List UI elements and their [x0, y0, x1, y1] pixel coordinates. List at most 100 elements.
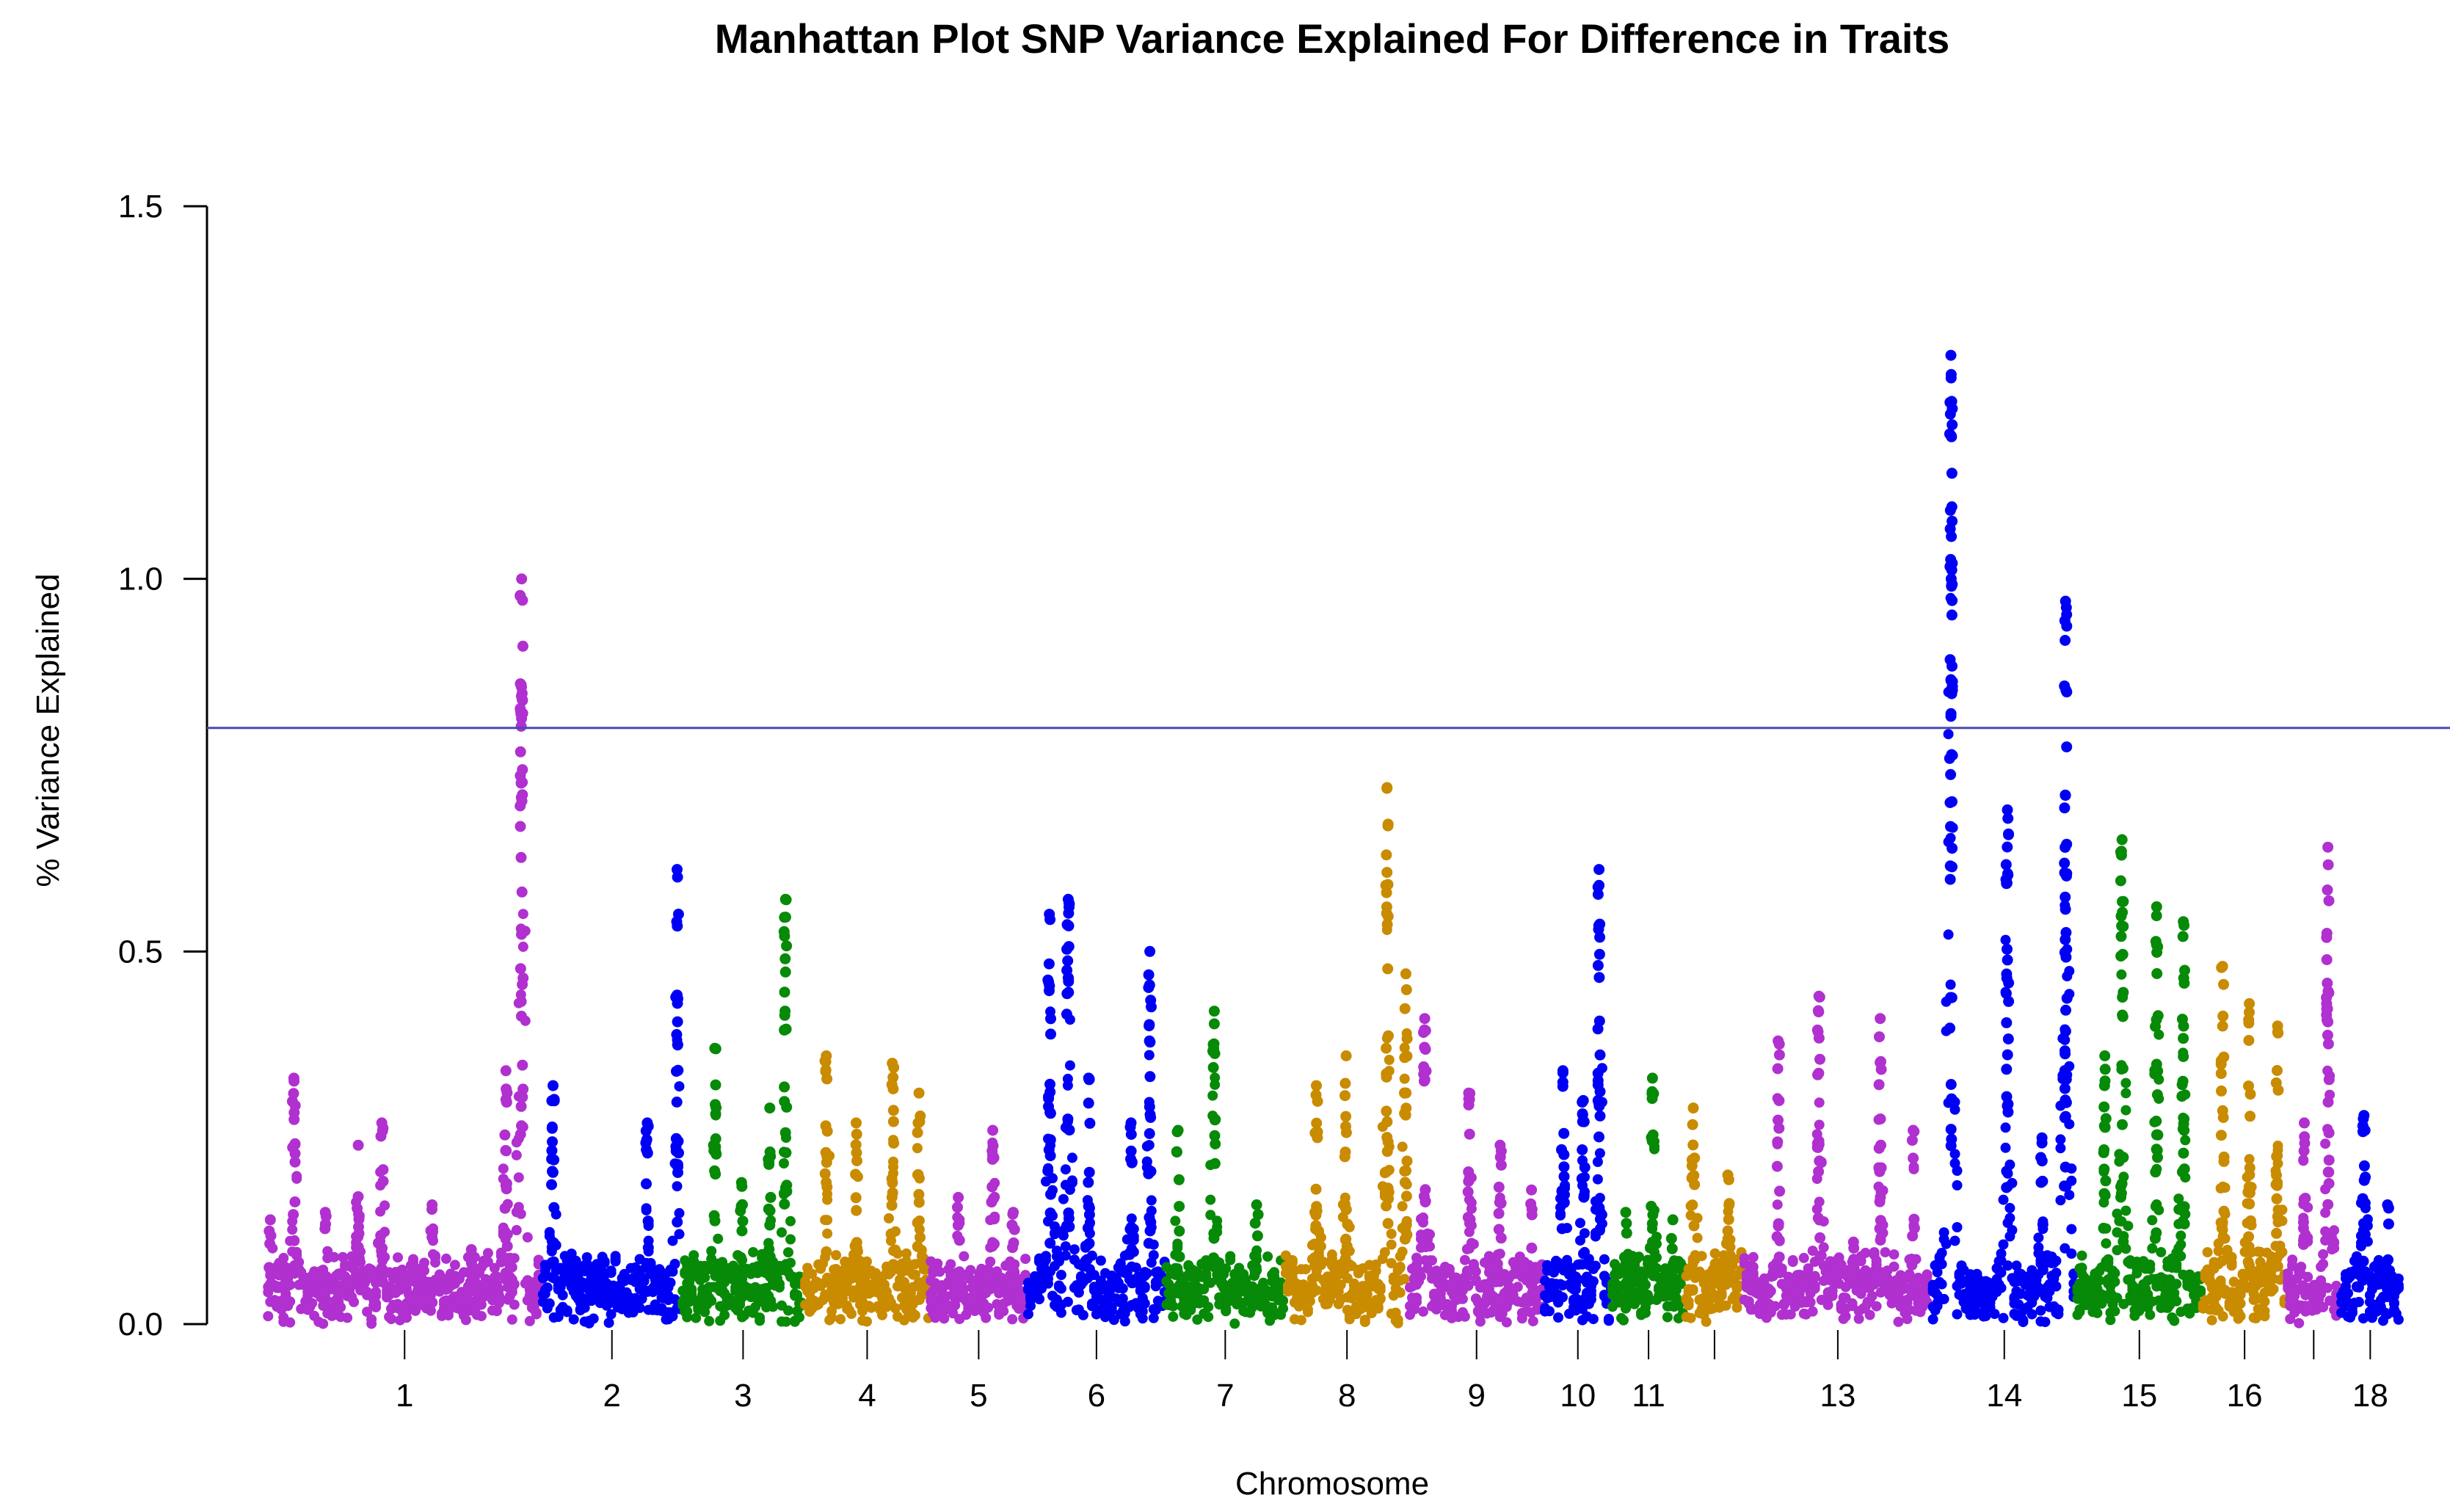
snp-point: [1382, 1136, 1394, 1148]
snp-point: [1381, 907, 1392, 919]
snp-point: [1381, 1166, 1392, 1178]
snp-point: [2117, 895, 2128, 907]
snp-peak-point: [1875, 1013, 1886, 1025]
snp-point: [1743, 1296, 1754, 1306]
snp-point: [2360, 1203, 2371, 1213]
snp-point: [2250, 1313, 2261, 1323]
snp-point: [2098, 1144, 2110, 1155]
snp-point: [877, 1309, 887, 1320]
snp-point: [2217, 1255, 2228, 1267]
snp-point: [985, 1257, 996, 1267]
snp-point: [515, 800, 526, 812]
snp-point: [1687, 1199, 1698, 1211]
snp-point: [1906, 1135, 1918, 1146]
y-tick-label: 1.5: [118, 189, 163, 225]
snp-point: [1952, 1222, 1963, 1232]
snp-point: [517, 789, 528, 801]
snp-point: [1144, 1035, 1155, 1047]
snp-point: [1144, 1019, 1155, 1031]
snp-point: [1848, 1257, 1860, 1269]
snp-point: [2109, 1306, 2120, 1317]
y-axis-label: % Variance Explained: [30, 573, 66, 887]
snp-point: [1686, 1154, 1698, 1166]
snp-point: [1007, 1208, 1019, 1220]
snp-point: [1203, 1301, 1214, 1312]
snp-point: [1168, 1301, 1179, 1312]
snp-point: [886, 1199, 898, 1211]
snp-point: [1311, 1117, 1323, 1129]
snp-point: [2055, 1195, 2066, 1206]
snp-point: [1055, 1283, 1066, 1294]
snp-point: [1873, 1142, 1885, 1154]
snp-peak-point: [1593, 864, 1605, 876]
snp-point: [1946, 419, 1958, 431]
snp-point: [2018, 1317, 2029, 1328]
snp-point: [1945, 1140, 1957, 1152]
snp-point: [1555, 1208, 1566, 1219]
snp-point: [710, 1168, 721, 1180]
snp-point: [945, 1259, 956, 1270]
snp-point: [1875, 1215, 1886, 1226]
snp-point: [322, 1246, 333, 1257]
snp-point: [1941, 1238, 1952, 1249]
snp-point: [1943, 929, 1954, 940]
snp-point: [1063, 920, 1075, 931]
snp-point: [515, 1208, 526, 1219]
snp-point: [342, 1312, 353, 1323]
snp-point: [320, 1210, 332, 1222]
snp-point: [981, 1312, 992, 1323]
snp-point: [352, 1269, 363, 1281]
snp-point: [1145, 1111, 1157, 1123]
snp-point: [2145, 1309, 2156, 1320]
snp-point: [708, 1139, 719, 1151]
snp-point: [1773, 1220, 1784, 1232]
snp-point: [1339, 1146, 1351, 1158]
snp-peak-point: [1945, 349, 1957, 361]
snp-point: [501, 1083, 512, 1095]
snp-point: [1061, 988, 1073, 1000]
snp-point: [375, 1229, 387, 1241]
snp-point: [1095, 1279, 1106, 1290]
snp-point: [1772, 1063, 1784, 1075]
y-tick-label: 0.0: [118, 1306, 163, 1342]
snp-point: [671, 1066, 682, 1077]
snp-point: [1723, 1255, 1734, 1267]
snp-point: [1840, 1311, 1851, 1322]
snp-point: [1300, 1264, 1311, 1275]
snp-point: [779, 1127, 791, 1138]
snp-point: [2171, 1262, 2182, 1273]
snp-point: [1050, 1221, 1060, 1232]
snp-point: [2035, 1152, 2046, 1163]
snp-point: [2055, 1134, 2066, 1145]
snp-point: [2151, 968, 2163, 979]
snp-point: [1399, 1052, 1411, 1064]
snp-point: [2099, 1075, 2111, 1087]
snp-point: [1908, 1281, 1920, 1293]
snp-point: [777, 1227, 787, 1238]
snp-point: [1864, 1309, 1875, 1320]
snp-point: [289, 1138, 301, 1149]
snp-point: [500, 1094, 512, 1105]
snp-point: [1773, 1267, 1784, 1279]
snp-point: [1252, 1209, 1264, 1221]
x-tick-label: 16: [2227, 1378, 2263, 1414]
snp-point: [307, 1298, 318, 1309]
snp-point: [2153, 1074, 2164, 1085]
snp-point: [1427, 1255, 1437, 1266]
snp-point: [1312, 1126, 1323, 1138]
snp-point: [287, 1224, 298, 1235]
snp-point: [2302, 1271, 2313, 1282]
y-axis: 0.00.51.01.5: [118, 189, 208, 1342]
snp-point: [427, 1280, 439, 1292]
snp-point: [1707, 1289, 1718, 1299]
snp-point: [2323, 1074, 2335, 1086]
snp-point: [353, 1252, 365, 1264]
snp-point: [717, 1257, 728, 1268]
snp-point: [2393, 1314, 2404, 1325]
snp-point: [515, 995, 527, 1007]
snp-point: [1381, 849, 1392, 861]
snp-point: [2178, 1147, 2189, 1159]
x-tick-label: 7: [1216, 1378, 1234, 1414]
snp-point: [1044, 1078, 1055, 1090]
chromosome-15-points: [2072, 834, 2206, 1326]
